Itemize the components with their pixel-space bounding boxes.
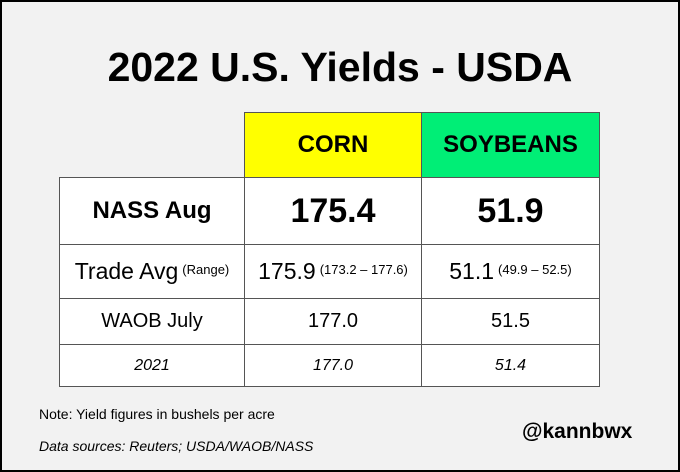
cell: 177.0	[244, 344, 422, 387]
row-label: NASS Aug	[92, 197, 212, 224]
row-header: 2021	[59, 344, 245, 387]
cell: 51.9	[421, 177, 600, 245]
row-label-note: (Range)	[182, 262, 230, 277]
cell-value: 177.0	[307, 310, 359, 332]
row-label: WAOB July	[101, 310, 203, 332]
cell-value: 177.0	[312, 356, 354, 374]
cell-value: 51.9	[477, 191, 544, 230]
cell: 51.4	[421, 344, 600, 387]
cell: 51.1 (49.9 – 52.5)	[421, 244, 600, 299]
cell-value: 175.9	[258, 258, 316, 284]
column-header: CORN	[244, 112, 422, 178]
cell-range: (49.9 – 52.5)	[498, 262, 572, 277]
title: 2022 U.S. Yields - USDA	[107, 44, 573, 90]
column-header: SOYBEANS	[421, 112, 600, 178]
column-header-text: CORN	[297, 131, 369, 158]
sources: Data sources: Reuters; USDA/WAOB/NASS	[39, 438, 314, 454]
cell-range: (173.2 – 177.6)	[319, 262, 408, 277]
note: Note: Yield figures in bushels per acre	[39, 406, 275, 422]
cell: 175.4	[244, 177, 422, 245]
column-header-text: SOYBEANS	[443, 131, 578, 158]
cell-value: 51.5	[491, 310, 530, 332]
cell-value: 175.4	[290, 191, 376, 230]
cell: 51.5	[421, 298, 600, 345]
cell-value: 51.1	[449, 258, 495, 284]
cell: 177.0	[244, 298, 422, 345]
cell-value: 51.4	[494, 356, 527, 374]
handle: @kannbwx	[522, 420, 633, 443]
cell: 175.9 (173.2 – 177.6)	[244, 244, 422, 299]
row-header: Trade Avg (Range)	[59, 244, 245, 299]
row-label: 2021	[134, 356, 170, 374]
row-header: WAOB July	[59, 298, 245, 345]
row-header: NASS Aug	[59, 177, 245, 245]
row-label: Trade Avg	[74, 258, 179, 284]
